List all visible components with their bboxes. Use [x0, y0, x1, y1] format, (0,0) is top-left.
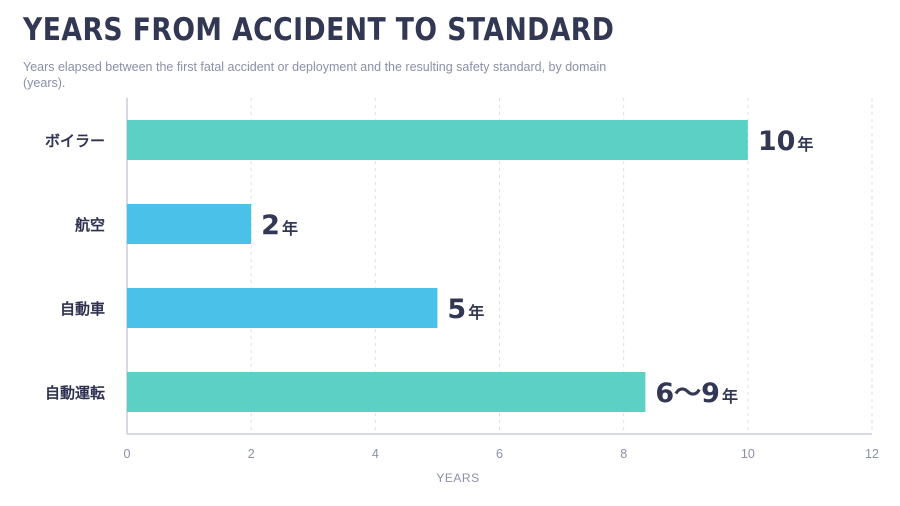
value-unit-4: 年	[722, 387, 738, 406]
x-tick-label-10: 10	[741, 447, 755, 461]
bar-1	[127, 120, 748, 160]
value-number-1: 10	[758, 126, 796, 157]
value-unit-3: 年	[468, 303, 484, 322]
category-label-1: ボイラー	[45, 132, 105, 150]
x-tick-label-0: 0	[124, 447, 131, 461]
category-label-3: 自動車	[60, 300, 105, 318]
value-label-4: 6〜9 年	[655, 378, 738, 409]
bar-4	[127, 372, 646, 412]
x-tick-label-12: 12	[865, 447, 879, 461]
bar-2	[127, 204, 252, 244]
x-tick-label-6: 6	[496, 447, 503, 461]
category-label-4: 自動運転	[45, 384, 105, 402]
value-unit-1: 年	[797, 135, 813, 154]
x-tick-label-4: 4	[372, 447, 379, 461]
x-axis-title: YEARS	[436, 471, 479, 485]
value-number-3: 5	[447, 294, 466, 325]
value-number-4: 6〜9	[655, 378, 720, 409]
chart-subtitle: Years elapsed between the first fatal ac…	[23, 60, 607, 90]
x-tick-label-8: 8	[620, 447, 627, 461]
bar-3	[127, 288, 438, 328]
category-label-2: 航空	[75, 216, 105, 234]
value-number-2: 2	[261, 210, 280, 241]
chart-title: YEARS FROM ACCIDENT TO STANDARD	[23, 12, 615, 48]
value-unit-2: 年	[282, 219, 298, 238]
x-tick-label-2: 2	[248, 447, 255, 461]
value-label-1: 10 年	[758, 126, 814, 157]
